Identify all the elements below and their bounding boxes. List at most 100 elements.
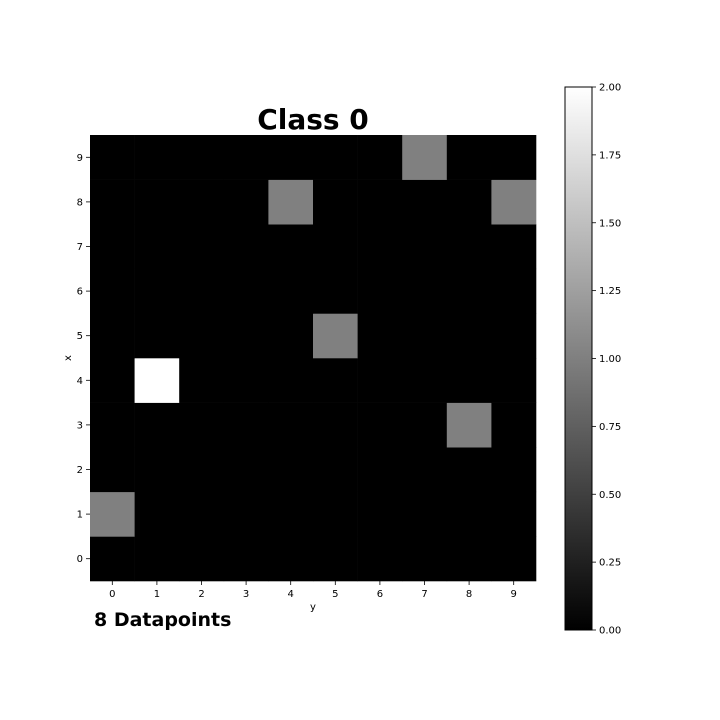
heatmap-cell bbox=[90, 402, 135, 448]
heatmap-cell bbox=[357, 402, 403, 448]
y-axis-ticks: 0 1 2 3 4 5 6 7 8 9 bbox=[77, 153, 90, 565]
heatmap-cell bbox=[90, 179, 135, 225]
heatmap-cell bbox=[134, 224, 180, 270]
heatmap-cell bbox=[268, 224, 314, 270]
heatmap-cell bbox=[491, 447, 537, 493]
heatmap-cell bbox=[268, 313, 314, 359]
heatmap-cell bbox=[134, 268, 180, 314]
heatmap-cell bbox=[223, 268, 269, 314]
heatmap-cell bbox=[268, 447, 314, 493]
heatmap-cell bbox=[491, 313, 537, 359]
heatmap-cell bbox=[357, 179, 403, 225]
heatmap-cell bbox=[313, 135, 358, 180]
y-tick-label: 0 bbox=[77, 554, 83, 565]
heatmap-cell bbox=[402, 358, 448, 403]
y-tick-label: 1 bbox=[77, 510, 83, 521]
heatmap-cell bbox=[90, 358, 135, 403]
heatmap-cell bbox=[402, 447, 448, 493]
heatmap-cell bbox=[446, 135, 492, 180]
y-tick-label: 3 bbox=[77, 420, 83, 431]
heatmap-cell bbox=[357, 536, 403, 582]
heatmap-cell bbox=[223, 402, 269, 448]
colorbar-tick-label: 0.75 bbox=[599, 422, 621, 433]
heatmap-cell bbox=[90, 536, 135, 582]
heatmap-cell bbox=[90, 224, 135, 270]
heatmap-cell bbox=[268, 135, 314, 180]
heatmap-cell bbox=[491, 491, 537, 537]
heatmap-cell bbox=[268, 268, 314, 314]
heatmap-cell bbox=[223, 179, 269, 225]
heatmap-cell bbox=[90, 135, 135, 180]
heatmap-cell bbox=[90, 491, 135, 537]
y-tick-label: 5 bbox=[77, 331, 83, 342]
x-tick-label: 3 bbox=[243, 589, 249, 600]
y-tick-label: 4 bbox=[77, 376, 83, 387]
heatmap-cell bbox=[402, 402, 448, 448]
y-tick-label: 6 bbox=[77, 287, 83, 298]
heatmap-cell bbox=[313, 402, 358, 448]
heatmap-cell bbox=[313, 491, 358, 537]
heatmap-cell bbox=[357, 358, 403, 403]
heatmap-cell bbox=[402, 179, 448, 225]
heatmap-cell bbox=[134, 358, 180, 403]
x-axis-ticks: 0 1 2 3 4 5 6 7 8 9 bbox=[109, 581, 517, 600]
heatmap-cell bbox=[491, 224, 537, 270]
x-tick-label: 7 bbox=[421, 589, 427, 600]
datapoints-annotation: 8 Datapoints bbox=[94, 609, 231, 631]
heatmap-cell bbox=[357, 224, 403, 270]
x-tick-label: 5 bbox=[332, 589, 338, 600]
heatmap-cell bbox=[134, 135, 180, 180]
heatmap-cell bbox=[90, 268, 135, 314]
x-tick-label: 9 bbox=[511, 589, 517, 600]
heatmap-cell bbox=[179, 224, 225, 270]
heatmap-cell bbox=[313, 447, 358, 493]
heatmap-cell bbox=[491, 402, 537, 448]
chart-title: Class 0 bbox=[257, 103, 369, 136]
heatmap-cell bbox=[134, 536, 180, 582]
heatmap-cell bbox=[268, 536, 314, 582]
y-axis-label: x bbox=[63, 355, 74, 361]
colorbar-tick-label: 2.00 bbox=[599, 83, 621, 94]
heatmap-cell bbox=[357, 313, 403, 359]
x-tick-label: 2 bbox=[198, 589, 204, 600]
heatmap-cell bbox=[223, 135, 269, 180]
colorbar: 0.00 0.25 0.50 0.75 1.00 1.25 1.50 1.75 2.00 bbox=[564, 83, 621, 637]
y-tick-label: 9 bbox=[77, 153, 83, 164]
x-tick-label: 0 bbox=[109, 589, 115, 600]
heatmap-cell bbox=[268, 179, 314, 225]
heatmap-cell bbox=[90, 447, 135, 493]
heatmap-cell bbox=[223, 313, 269, 359]
heatmap-cell bbox=[446, 358, 492, 403]
heatmap-cell bbox=[491, 135, 537, 180]
heatmap-cell bbox=[179, 402, 225, 448]
y-tick-label: 7 bbox=[77, 242, 83, 253]
y-tick-label: 2 bbox=[77, 465, 83, 476]
heatmap-cell bbox=[268, 358, 314, 403]
heatmap-cell bbox=[223, 358, 269, 403]
heatmap-cell bbox=[491, 536, 537, 582]
heatmap-cell bbox=[446, 536, 492, 582]
heatmap-cell bbox=[357, 268, 403, 314]
heatmap-cell bbox=[402, 536, 448, 582]
heatmap-cell bbox=[491, 358, 537, 403]
heatmap-cell bbox=[446, 224, 492, 270]
heatmap-cell bbox=[446, 447, 492, 493]
heatmap-cell bbox=[313, 313, 358, 359]
heatmap-cell bbox=[313, 358, 358, 403]
colorbar-tick-label: 1.50 bbox=[599, 218, 621, 229]
heatmap-cell bbox=[402, 313, 448, 359]
heatmap-cell bbox=[90, 313, 135, 359]
heatmap-cell bbox=[223, 224, 269, 270]
heatmap-cell bbox=[223, 536, 269, 582]
heatmap-cell bbox=[446, 179, 492, 225]
heatmap-cell bbox=[402, 224, 448, 270]
heatmap-cell bbox=[134, 179, 180, 225]
heatmap-cell bbox=[134, 402, 180, 448]
heatmap-cell bbox=[446, 491, 492, 537]
colorbar-gradient bbox=[564, 86, 593, 631]
heatmap-cell bbox=[313, 224, 358, 270]
heatmap-cell bbox=[268, 402, 314, 448]
plot-area bbox=[90, 135, 537, 582]
heatmap-cell bbox=[491, 268, 537, 314]
